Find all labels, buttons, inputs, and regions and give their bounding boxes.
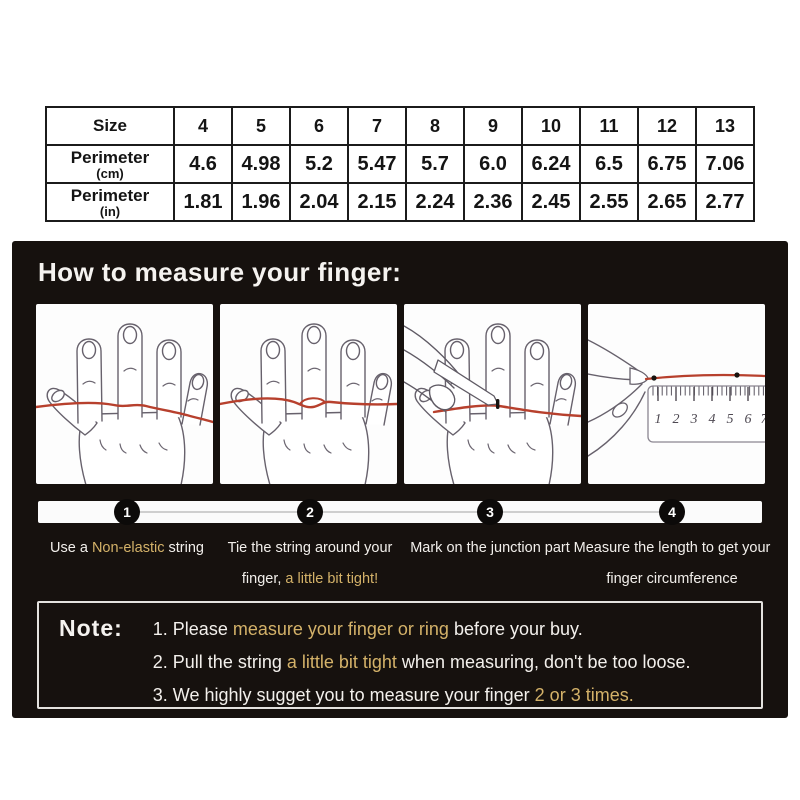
table-cell: 2.77	[695, 182, 755, 222]
caption-text: Mark on the junction part	[410, 540, 570, 556]
table-cell: 2.04	[289, 182, 349, 222]
table-cell: 5.47	[347, 144, 407, 184]
table-cell: 6	[289, 106, 349, 146]
note-highlight: a little bit tight	[286, 652, 397, 672]
hand-with-string-icon	[35, 304, 213, 484]
table-cell: 2.36	[463, 182, 523, 222]
note-text: 2. Pull the string	[152, 652, 287, 672]
step-number-label: 1	[123, 504, 131, 520]
note-box: Note: 1. Please measure your finger or r…	[37, 601, 763, 709]
table-cell: 6.0	[463, 144, 523, 184]
hand-string-tied-icon	[219, 304, 397, 484]
step-number-3: 3	[477, 499, 503, 525]
caption-text: Tie the string around your finger,	[227, 540, 393, 587]
size-table: Size 4 5 6 7 8 9 10 11 12 13 Perimeter (…	[45, 106, 755, 222]
ruler-measure-icon: 1 2 3 4 5 6 7	[587, 339, 765, 457]
step-connector-line	[127, 511, 672, 513]
caption-highlight: a little bit tight!	[285, 571, 379, 587]
table-cell: 13	[695, 106, 755, 146]
svg-text:7: 7	[760, 412, 765, 427]
svg-text:3: 3	[689, 412, 697, 427]
step-number-label: 4	[668, 504, 676, 520]
panel-title: How to measure your finger:	[38, 257, 402, 287]
size-label: Size	[92, 116, 128, 135]
table-row-sizes: Size 4 5 6 7 8 9 10 11 12 13	[45, 106, 755, 146]
caption-text: Use a	[50, 540, 92, 556]
note-item-2: 2. Pull the string a little bit tight wh…	[153, 646, 691, 679]
note-text: 1. Please	[152, 619, 233, 639]
table-cell: 2.65	[637, 182, 697, 222]
table-cell: 4.98	[231, 144, 291, 184]
table-cell: 6.75	[637, 144, 697, 184]
mark-junction-icon	[403, 304, 581, 484]
note-items: 1. Please measure your finger or ring be…	[153, 613, 691, 707]
svg-text:4: 4	[708, 412, 715, 427]
step-number-4: 4	[659, 499, 685, 525]
step-number-label: 2	[306, 504, 314, 520]
note-highlight: measure your finger or ring	[232, 619, 449, 639]
perimeter-label: Perimeter	[70, 186, 150, 205]
step-number-2: 2	[297, 499, 323, 525]
caption-highlight: Non-elastic	[91, 540, 165, 556]
table-cell: 9	[463, 106, 523, 146]
in-unit-label: (in)	[99, 204, 121, 219]
caption-text: Measure the length to get your finger ci…	[573, 540, 771, 587]
step-caption-1: Use a Non-elastic string	[26, 533, 228, 564]
table-cell: 1.96	[231, 182, 291, 222]
note-text: before your buy.	[448, 619, 583, 639]
cm-unit-label: (cm)	[96, 166, 124, 181]
table-cell: 11	[579, 106, 639, 146]
step-number-label: 3	[486, 504, 494, 520]
svg-text:5: 5	[726, 412, 733, 427]
step-caption-4: Measure the length to get your finger ci…	[571, 533, 773, 595]
table-cell: 10	[521, 106, 581, 146]
table-cell: 2.45	[521, 182, 581, 222]
ruler-numbers: 1 2 3 4 5 6 7	[654, 412, 765, 427]
table-header-size: Size	[45, 106, 175, 146]
step-captions: Use a Non-elastic string Tie the string …	[12, 531, 788, 595]
table-cell: 5.2	[289, 144, 349, 184]
table-cell: 2.24	[405, 182, 465, 222]
note-text: when measuring, don't be too loose.	[396, 652, 691, 672]
table-cell: 2.55	[579, 182, 639, 222]
table-cell: 6.5	[579, 144, 639, 184]
table-cell: 2.15	[347, 182, 407, 222]
note-item-1: 1. Please measure your finger or ring be…	[153, 613, 691, 646]
illustration-step-3	[403, 304, 581, 484]
step-number-1: 1	[114, 499, 140, 525]
illustration-step-2	[219, 304, 397, 484]
illustration-step-4: 1 2 3 4 5 6 7	[587, 304, 765, 484]
table-cell: 12	[637, 106, 697, 146]
table-cell: 4	[173, 106, 233, 146]
svg-text:2: 2	[672, 412, 679, 427]
table-cell: 7	[347, 106, 407, 146]
table-cell: 4.6	[173, 144, 233, 184]
perimeter-label: Perimeter	[70, 148, 150, 167]
table-cell: 1.81	[173, 182, 233, 222]
step-caption-2: Tie the string around your finger, a lit…	[209, 533, 411, 595]
step-caption-3: Mark on the junction part	[389, 533, 591, 564]
step-progress-bar: 1 2 3 4	[38, 499, 762, 525]
table-cell: 6.24	[521, 144, 581, 184]
caption-text: string	[164, 540, 204, 556]
table-cell: 7.06	[695, 144, 755, 184]
svg-text:1: 1	[654, 412, 661, 427]
table-cell: 5.7	[405, 144, 465, 184]
note-highlight: 2 or 3 times.	[534, 685, 634, 705]
table-header-perimeter-cm: Perimeter (cm)	[45, 144, 175, 184]
note-text: 3. We highly sugget you to measure your …	[152, 685, 535, 705]
table-cell: 5	[231, 106, 291, 146]
illustration-step-1	[35, 304, 213, 484]
table-row-perimeter-in: Perimeter (in) 1.81 1.96 2.04 2.15 2.24 …	[45, 182, 755, 222]
table-row-perimeter-cm: Perimeter (cm) 4.6 4.98 5.2 5.47 5.7 6.0…	[45, 144, 755, 184]
note-label: Note:	[59, 615, 123, 641]
note-item-3: 3. We highly sugget you to measure your …	[153, 679, 691, 712]
illustration-row: 1 2 3 4 5 6 7	[12, 304, 788, 484]
svg-text:6: 6	[744, 412, 751, 427]
table-header-perimeter-in: Perimeter (in)	[45, 182, 175, 222]
measure-instructions-panel: How to measure your finger:	[12, 241, 788, 718]
table-cell: 8	[405, 106, 465, 146]
